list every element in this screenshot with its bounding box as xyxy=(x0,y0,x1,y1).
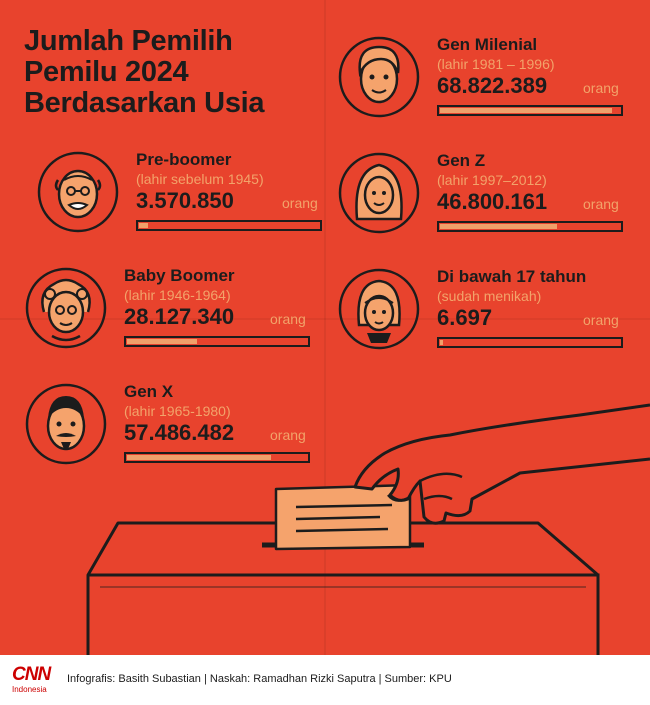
group-birth-range: (lahir 1965-1980) xyxy=(124,403,231,419)
group-value-label: 3.570.850 xyxy=(136,188,234,213)
group-pre-boomer: Pre-boomer (lahir sebelum 1945) 3.570.85… xyxy=(36,150,336,250)
group-unit: orang xyxy=(270,311,306,327)
group-name: Baby Boomer xyxy=(124,266,235,285)
group-bar-track xyxy=(124,452,310,463)
hand-ballot-box-icon xyxy=(86,403,650,655)
group-unit: orang xyxy=(270,427,306,443)
paper-fold-vertical xyxy=(324,0,326,655)
bar-fill-pre-boomer xyxy=(139,223,148,228)
group-unit: orang xyxy=(583,196,619,212)
bar-fill-gen-milenial xyxy=(440,108,612,113)
group-value-label: 46.800.161 xyxy=(437,189,548,214)
group-birth-range: (lahir sebelum 1945) xyxy=(136,171,264,187)
bar-fill-gen-z xyxy=(440,224,557,229)
group-unit: orang xyxy=(583,312,619,328)
grandmother-face-icon xyxy=(25,267,107,349)
mustache-man-face-icon xyxy=(25,383,107,465)
group-value-label: 68.822.389 xyxy=(437,73,548,98)
footer: CNN Indonesia Infografis: Basith Subasti… xyxy=(0,655,650,705)
cnn-indonesia-logo: CNN Indonesia xyxy=(12,664,51,695)
group-bar-track xyxy=(437,221,623,232)
long-hair-woman-face-icon xyxy=(338,152,420,234)
group-unit: orang xyxy=(282,195,318,211)
page-title: Jumlah Pemilih Pemilu 2024 Berdasarkan U… xyxy=(24,25,265,119)
bar-fill-baby-boomer xyxy=(127,339,197,344)
group-bar-track xyxy=(136,220,322,231)
group-name: Gen Z xyxy=(437,151,486,170)
group-value-label: 57.486.482 xyxy=(124,420,235,445)
group-bar-track xyxy=(437,337,623,348)
group-under-17: Di bawah 17 tahun (sudah menikah) 6.697 … xyxy=(337,267,637,367)
elderly-man-face-icon xyxy=(37,151,119,233)
group-bar-track xyxy=(437,105,623,116)
group-birth-range: (lahir 1981 – 1996) xyxy=(437,56,555,72)
young-man-face-icon xyxy=(338,36,420,118)
logo-main-text: CNN xyxy=(12,664,51,685)
group-gen-milenial: Gen Milenial (lahir 1981 – 1996) 68.822.… xyxy=(337,35,637,135)
group-birth-range: (lahir 1946-1964) xyxy=(124,287,231,303)
group-birth-range: (lahir 1997–2012) xyxy=(437,172,547,188)
group-gen-z: Gen Z (lahir 1997–2012) 46.800.161 orang xyxy=(337,151,637,251)
credits-text: Infografis: Basith Subastian | Naskah: R… xyxy=(67,673,452,685)
group-name: Gen X xyxy=(124,382,174,401)
group-baby-boomer: Baby Boomer (lahir 1946-1964) 28.127.340… xyxy=(24,266,324,366)
group-unit: orang xyxy=(583,80,619,96)
bar-fill-under-17 xyxy=(440,340,443,345)
paper-fold-horizontal xyxy=(0,318,650,320)
group-birth-range: (sudah menikah) xyxy=(437,288,542,304)
group-gen-x: Gen X (lahir 1965-1980) 57.486.482 orang xyxy=(24,382,324,482)
logo-sub-text: Indonesia xyxy=(12,685,47,694)
title-line: Jumlah Pemilih xyxy=(24,25,233,57)
group-name: Di bawah 17 tahun xyxy=(437,267,587,286)
group-bar-track xyxy=(124,336,310,347)
title-line: Berdasarkan Usia xyxy=(24,87,265,119)
group-name: Gen Milenial xyxy=(437,35,538,54)
group-value-label: 28.127.340 xyxy=(124,304,235,329)
girl-face-icon xyxy=(338,268,420,350)
bar-fill-gen-x xyxy=(127,455,271,460)
title-line: Pemilu 2024 xyxy=(24,56,189,88)
group-name: Pre-boomer xyxy=(136,150,232,169)
infographic-poster: Jumlah Pemilih Pemilu 2024 Berdasarkan U… xyxy=(0,0,650,655)
group-value-label: 6.697 xyxy=(437,305,493,330)
